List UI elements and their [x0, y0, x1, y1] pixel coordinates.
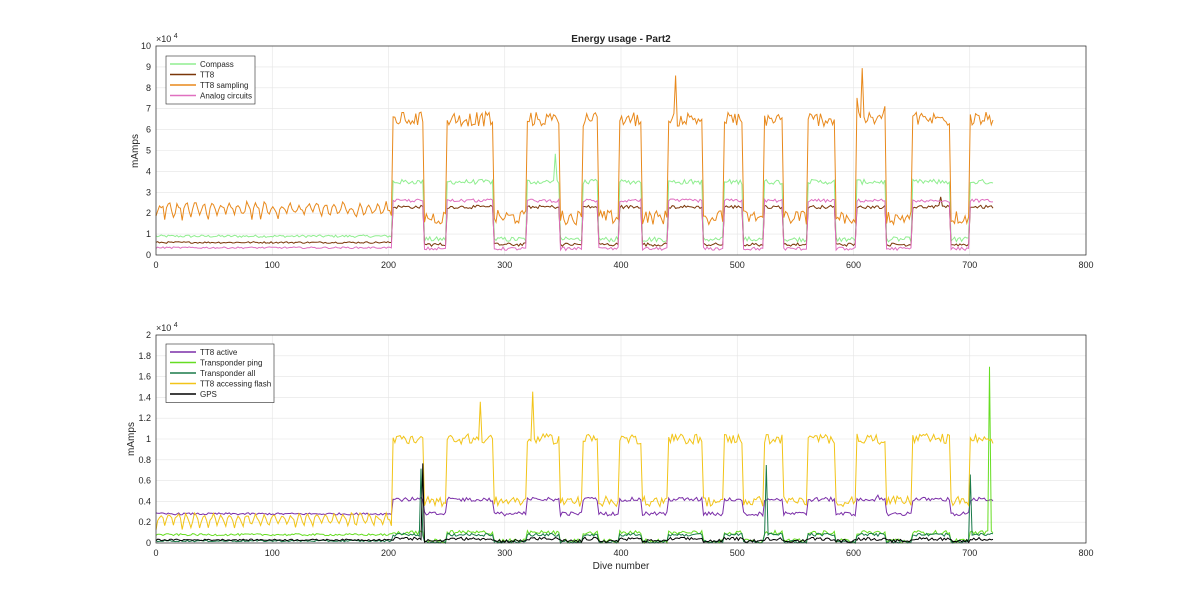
energy-chart-bottom: 0 100 200 300 400 500 600 700 800 0 0.2 0.4 0.6 0.8 1…: [126, 322, 1094, 572]
y-tick-label: 5: [146, 146, 151, 156]
y-tick-label: 4: [146, 166, 151, 176]
y-tick-label: 1: [146, 229, 151, 239]
x-tick-label: 500: [730, 260, 745, 270]
x-tick-label: 700: [962, 260, 977, 270]
x-axis-label: Dive number: [593, 561, 650, 572]
x-tick-label: 400: [613, 260, 628, 270]
axes-frame-bottom: [155, 334, 1087, 544]
y-exponent-base-bottom: ×10: [156, 323, 171, 333]
y-exponent-base-top: ×10: [156, 34, 171, 44]
series-line-4: [155, 463, 994, 544]
y-tick-label: 7: [146, 104, 151, 114]
series-line-0: [155, 153, 994, 243]
axes-frame-top: [155, 45, 1087, 256]
x-tick-label: 600: [846, 260, 861, 270]
x-tick-label: 300: [497, 548, 512, 558]
x-tick-label: 0: [153, 260, 158, 270]
y-tick-label: 2: [146, 330, 151, 340]
y-exponent-bottom: ×10 4: [156, 322, 178, 333]
y-ticks-top: 0 1 2 3 4 5 6 7 8 9 10: [141, 41, 151, 260]
series-lines-top: [155, 68, 994, 252]
y-tick-label: 1.8: [138, 351, 151, 361]
x-tick-label: 700: [962, 548, 977, 558]
y-tick-label: 1.6: [138, 372, 151, 382]
series-line-0: [155, 494, 994, 518]
x-tick-label: 300: [497, 260, 512, 270]
y-tick-label: 9: [146, 62, 151, 72]
x-tick-label: 600: [846, 548, 861, 558]
x-ticks-top: 0 100 200 300 400 500 600 700 800: [153, 260, 1093, 270]
legend-entry: Compass: [200, 60, 234, 69]
y-tick-label: 3: [146, 187, 151, 197]
series-line-2: [155, 68, 994, 226]
x-tick-label: 500: [730, 548, 745, 558]
y-tick-label: 0.4: [138, 496, 151, 506]
y-exponent-top: ×10 4: [156, 33, 178, 44]
x-tick-label: 400: [613, 548, 628, 558]
chart-title: Energy usage - Part2: [571, 34, 671, 45]
legend-entry: TT8 accessing flash: [200, 380, 271, 389]
y-tick-label: 1.4: [138, 392, 151, 402]
legend-entry: TT8 sampling: [200, 81, 248, 90]
y-tick-label: 0: [146, 250, 151, 260]
legend-entry: TT8 active: [200, 348, 238, 357]
series-lines-bottom: [155, 366, 994, 545]
legend-entry: Analog circuits: [200, 92, 252, 101]
x-tick-label: 100: [265, 260, 280, 270]
x-tick-label: 200: [381, 548, 396, 558]
x-tick-label: 800: [1078, 260, 1093, 270]
y-axis-label-top: mAmps: [130, 134, 141, 168]
series-line-3: [155, 197, 993, 252]
y-axis-label-bottom: mAmps: [126, 422, 137, 456]
y-ticks-bottom: 0 0.2 0.4 0.6 0.8 1 1.2 1.4 1.6 1.8 2: [138, 330, 151, 548]
y-exponent-power-bottom: 4: [174, 322, 178, 329]
y-exponent-power-top: 4: [174, 33, 178, 40]
y-tick-label: 1.2: [138, 413, 151, 423]
y-tick-label: 2: [146, 208, 151, 218]
y-tick-label: 1: [146, 434, 151, 444]
y-tick-label: 0.2: [138, 517, 151, 527]
x-tick-label: 200: [381, 260, 396, 270]
energy-chart-top: 0 100 200 300 400 500 600 700 800 0 1 2 3 4 5 6 7 8 9 10 E…: [130, 33, 1094, 270]
x-ticks-bottom: 0 100 200 300 400 500 600 700 800: [153, 548, 1093, 558]
x-tick-label: 0: [153, 548, 158, 558]
y-tick-label: 6: [146, 125, 151, 135]
legend-entry: Transponder all: [200, 369, 256, 378]
series-line-1: [155, 196, 994, 248]
y-tick-label: 8: [146, 83, 151, 93]
x-tick-label: 100: [265, 548, 280, 558]
y-tick-label: 0.8: [138, 455, 151, 465]
legend-entry: TT8: [200, 71, 215, 80]
y-tick-label: 0: [146, 538, 151, 548]
legend-entry: GPS: [200, 390, 217, 399]
series-line-3: [155, 391, 994, 530]
y-tick-label: 0.6: [138, 476, 151, 486]
x-tick-label: 800: [1078, 548, 1093, 558]
legend-entry: Transponder ping: [200, 359, 262, 368]
y-tick-label: 10: [141, 41, 151, 51]
